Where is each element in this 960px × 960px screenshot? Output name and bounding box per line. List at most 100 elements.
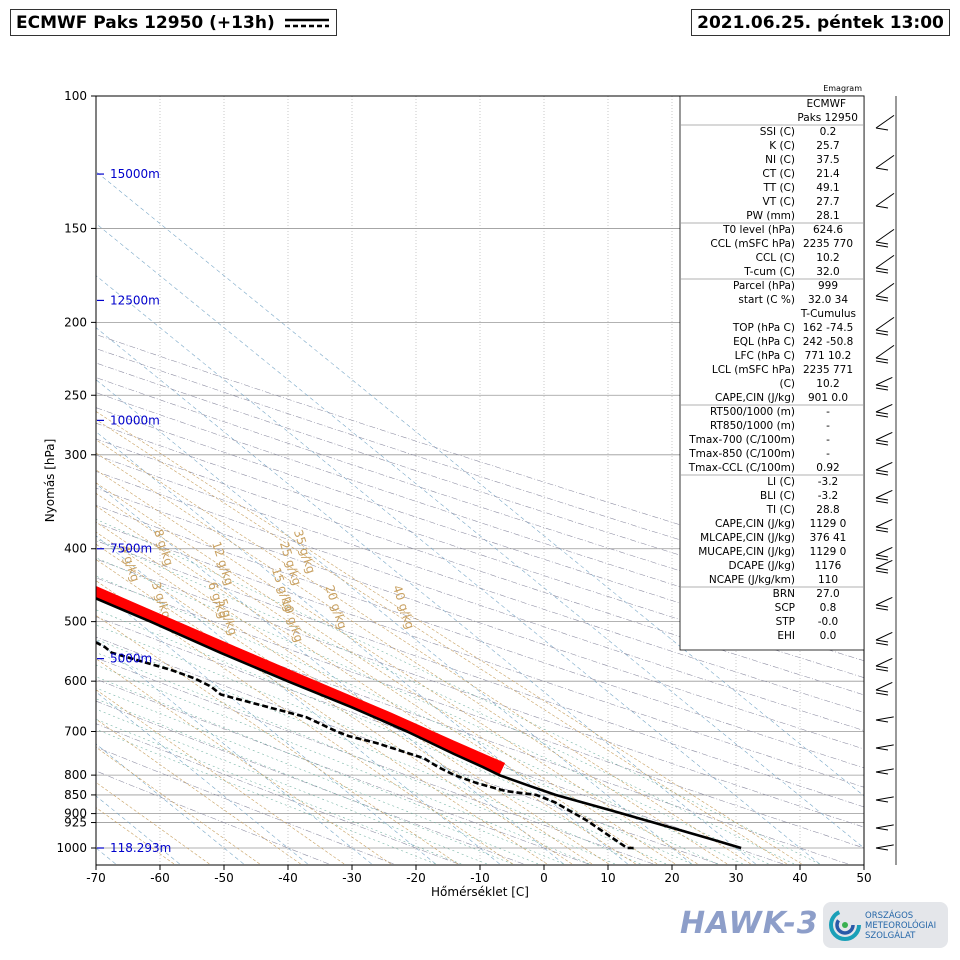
x-tick-label: -50 (214, 871, 234, 885)
table-row-label: RT500/1000 (m) (710, 406, 795, 418)
omsz-line-3: SZOLGÁLAT (865, 931, 916, 941)
x-tick-label: 10 (600, 871, 615, 885)
mixing-ratio-line (96, 543, 573, 865)
wind-barb-staff (875, 489, 893, 499)
chart-title-box: ECMWF Paks 12950 (+13h) (10, 9, 337, 36)
table-row-label: TOP (hPa C) (732, 322, 795, 334)
table-row-value: 10.2 (816, 252, 839, 264)
dry-adiabat (96, 678, 589, 865)
table-row-label: LCL (mSFC hPa) (712, 364, 795, 376)
height-label: 118.293m (110, 841, 171, 855)
wind-barb-flag (875, 567, 889, 571)
table-row-value: 0.2 (820, 126, 837, 138)
wind-barb-staff (875, 431, 893, 441)
wind-barb-flag (875, 442, 889, 446)
table-row-label: Tmax-CCL (C/100m) (688, 462, 795, 474)
table-row-label: CT (C) (762, 168, 795, 180)
wind-barb-flag (875, 847, 889, 851)
wind-barb-staff (875, 461, 893, 471)
wind-barb-flag (875, 472, 889, 476)
wind-barb (875, 518, 893, 533)
table-row-label: EQL (hPa C) (733, 336, 795, 348)
footer-logos: HAWK-3 ORSZÁGOS METEOROLÓGIAI SZOLGÁLAT (680, 898, 950, 954)
wind-barb-staff (875, 546, 893, 556)
table-row-label: STP (776, 616, 795, 628)
mixing-ratio-label: 1 g/kg (0, 523, 10, 563)
table-row-label: CCL (C) (756, 252, 795, 264)
table-row-label: MLCAPE,CIN (J/kg) (700, 532, 795, 544)
table-row-value: 771 10.2 (805, 350, 852, 362)
omsz-emblem-icon (829, 909, 861, 941)
mixing-ratio-line (96, 658, 391, 865)
y-tick-label: 200 (64, 315, 87, 329)
wind-barb-flag (875, 241, 889, 245)
table-row-value: - (826, 448, 830, 460)
wind-barb-flag (875, 439, 889, 443)
wind-barb-flag (875, 668, 889, 672)
wind-barb-staff (875, 114, 895, 129)
isotherm-line (96, 795, 180, 865)
table-row-label: TT (C) (762, 182, 795, 194)
table-row-label: MUCAPE,CIN (J/kg) (698, 546, 795, 558)
table-row-value: 1176 (815, 560, 842, 572)
dry-adiabat (96, 616, 783, 865)
wind-barb (875, 376, 893, 391)
wind-barb-flag (875, 639, 889, 643)
mixing-ratio-line (96, 505, 636, 865)
wind-barb (875, 192, 895, 209)
table-row-value: 2235 771 (803, 364, 853, 376)
wind-barb-staff (875, 344, 895, 359)
mixing-ratio-label: 20 g/kg (322, 583, 349, 630)
y-tick-label: 925 (64, 816, 87, 830)
wind-barb-flag (875, 529, 889, 533)
wind-barb (875, 254, 895, 274)
wind-barb-flag (875, 799, 889, 803)
hawk-logo: HAWK-3 (680, 906, 819, 941)
table-row-value: - (826, 434, 830, 446)
wind-barb (875, 559, 893, 574)
temperature-line (96, 597, 742, 850)
wind-barb (875, 344, 895, 364)
legend-line-swatch (285, 18, 329, 28)
wind-barb (875, 681, 893, 696)
mixing-ratio-line (96, 559, 547, 865)
x-tick-label: -10 (470, 871, 490, 885)
mixing-ratio-line (96, 419, 787, 865)
table-row-value: -0.0 (818, 616, 839, 628)
table-row-label: VT (C) (763, 196, 795, 208)
dry-adiabat (96, 746, 394, 865)
wind-barb-staff (875, 154, 895, 169)
forecast-datetime: 2021.06.25. péntek 13:00 (697, 13, 944, 33)
omsz-logo: ORSZÁGOS METEOROLÓGIAI SZOLGÁLAT (823, 902, 948, 948)
y-tick-label: 1000 (56, 841, 87, 855)
table-row-label: start (C %) (738, 294, 795, 306)
wind-barb-flag (875, 244, 889, 248)
y-tick-label: 700 (64, 725, 87, 739)
table-row-label: Tmax-700 (C/100m) (688, 434, 795, 446)
wind-barb-staff (875, 824, 894, 829)
wind-barb (875, 824, 894, 831)
table-row-label: RT850/1000 (m) (710, 420, 795, 432)
mixing-ratio-line (96, 439, 751, 865)
isotherm-line (96, 743, 244, 865)
wind-barb-staff (875, 282, 895, 297)
dry-adiabat (96, 471, 864, 731)
dry-adiabat (96, 636, 719, 865)
isotherm-line (96, 483, 564, 865)
wind-barb (875, 154, 895, 171)
mixing-ratio-line (96, 521, 609, 865)
wind-barb-staff (875, 192, 895, 207)
y-tick-label: 850 (64, 788, 87, 802)
moist-adiabat (96, 609, 692, 865)
y-tick-label: 250 (64, 388, 87, 402)
table-row-value: T-Cumulus (800, 308, 856, 320)
table-row-value: 27.7 (816, 196, 839, 208)
wind-barb-staff (875, 716, 894, 721)
wind-barb-flag (875, 557, 889, 561)
moist-adiabat (96, 698, 513, 865)
table-row-label: DCAPE (J/kg) (729, 560, 795, 572)
moist-adiabat (96, 652, 615, 865)
moist-adiabat (96, 708, 487, 865)
moist-adiabat (96, 676, 564, 865)
omsz-line-1: ORSZÁGOS (865, 911, 914, 921)
